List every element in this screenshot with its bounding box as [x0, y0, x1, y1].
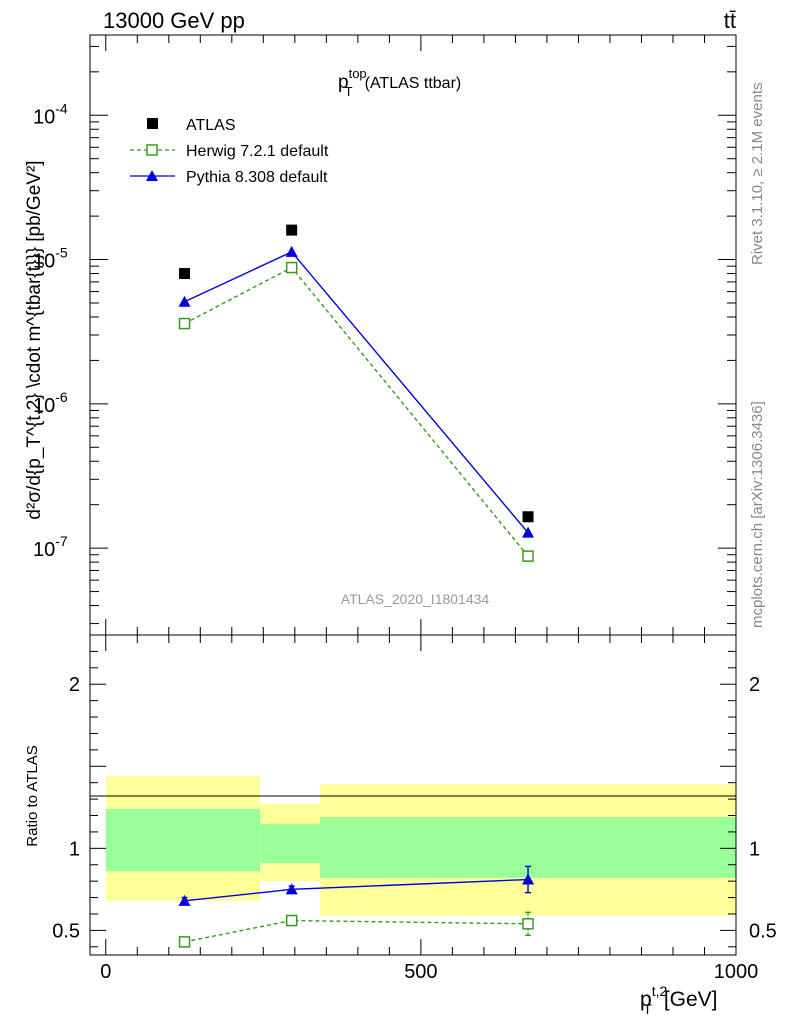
pythia-line [184, 251, 529, 534]
ratio-x-tick-label: 500 [404, 961, 437, 983]
main-title: ptop T (ATLAS ttbar) [338, 66, 461, 99]
ratio-y-tick-label: 1 [69, 838, 80, 860]
pythia-ratio-point [178, 894, 191, 906]
mcplots-label: mcplots.cern.ch [arXiv:1306.3436] [749, 401, 766, 628]
pythia-point [178, 295, 191, 307]
main-y-tick-label: 10-5 [33, 245, 68, 273]
atlas-point [179, 268, 191, 280]
legend-herwig-label: Herwig 7.2.1 default [186, 143, 329, 160]
ratio-band-inner [260, 823, 321, 864]
ratio-x-tick-labels: 0 500 1000 [100, 961, 758, 983]
herwig-ratio-point [178, 936, 191, 948]
main-plot: 10-7 10-6 10-5 10-4 ptop T (ATLAS ttbar) d²σ/… [24, 34, 737, 636]
rivet-label: Rivet 3.1.10, ≥ 2.1M events [749, 83, 766, 266]
herwig-point [522, 550, 534, 562]
herwig-ratio-point [522, 918, 534, 930]
ratio-plot: 0.5 0.5 1 1 2 2 0 500 1000 Ratio to ATLAS pt,2 T… [24, 634, 777, 1017]
ratio-y-tick-label-right: 1 [749, 838, 760, 860]
ratio-frame [89, 634, 737, 956]
ratio-axis-ticks [90, 634, 737, 955]
main-y-tick-label: 10-6 [33, 389, 68, 417]
ratio-y-tick-label: 2 [69, 674, 80, 696]
process-label: tt̄ [724, 8, 736, 33]
ratio-band-inner [105, 808, 261, 872]
legend-atlas-marker [147, 118, 158, 129]
title-sub: T [345, 84, 353, 99]
pythia-ratio-point [522, 873, 535, 885]
ratio-x-tick-label: 0 [100, 961, 111, 983]
ratio-y-tick-label: 0.5 [52, 920, 80, 942]
title-rest: (ATLAS ttbar) [365, 75, 462, 92]
title-sup: top [349, 66, 367, 81]
ratio-y-tick-label-right: 0.5 [749, 920, 777, 942]
ratio-bands [105, 776, 736, 916]
xlabel-sup: t,2 [652, 983, 668, 999]
atlas-point [286, 224, 298, 236]
pythia-point [522, 526, 535, 538]
legend-atlas-label: ATLAS [186, 117, 236, 134]
legend-herwig-marker [146, 144, 158, 156]
analysis-label: ATLAS_2020_I1801434 [341, 591, 490, 607]
xlabel-unit: [GeV] [664, 988, 718, 1011]
legend-pythia-marker [146, 170, 158, 181]
main-series [178, 224, 535, 562]
herwig-point [285, 261, 298, 274]
title-main: p [338, 72, 349, 93]
main-y-tick-labels: 10-7 10-6 10-5 10-4 [33, 100, 68, 561]
ratio-y-tick-labels: 0.5 0.5 1 1 2 2 [52, 674, 777, 942]
main-y-label: d²σ/d{p_T^{t,2} \cdot m^{tbar{t}}} [pb/G… [24, 160, 45, 519]
x-axis-label: pt,2 T [GeV] [640, 983, 718, 1017]
ratio-series [178, 865, 535, 948]
ratio-y-label: Ratio to ATLAS [24, 745, 41, 846]
herwig-ratio-line [184, 919, 529, 943]
herwig-ratio-point [285, 914, 298, 927]
herwig-line [184, 266, 529, 557]
xlabel-sub: T [643, 1001, 652, 1017]
main-y-tick-label: 10-4 [33, 100, 68, 128]
xlabel-main: p [640, 988, 652, 1011]
atlas-point [522, 511, 534, 523]
herwig-point [178, 317, 191, 330]
pythia-point [285, 245, 298, 257]
main-y-tick-label: 10-7 [33, 533, 68, 561]
energy-label: 13000 GeV pp [103, 8, 245, 33]
legend-pythia-label: Pythia 8.308 default [186, 169, 328, 186]
legend: ATLAS Herwig 7.2.1 default Pythia 8.308 … [130, 117, 329, 186]
ratio-x-tick-label: 1000 [714, 961, 759, 983]
main-axis-ticks [90, 35, 737, 635]
ratio-y-tick-label-right: 2 [749, 674, 760, 696]
pythia-ratio-point [285, 883, 298, 895]
